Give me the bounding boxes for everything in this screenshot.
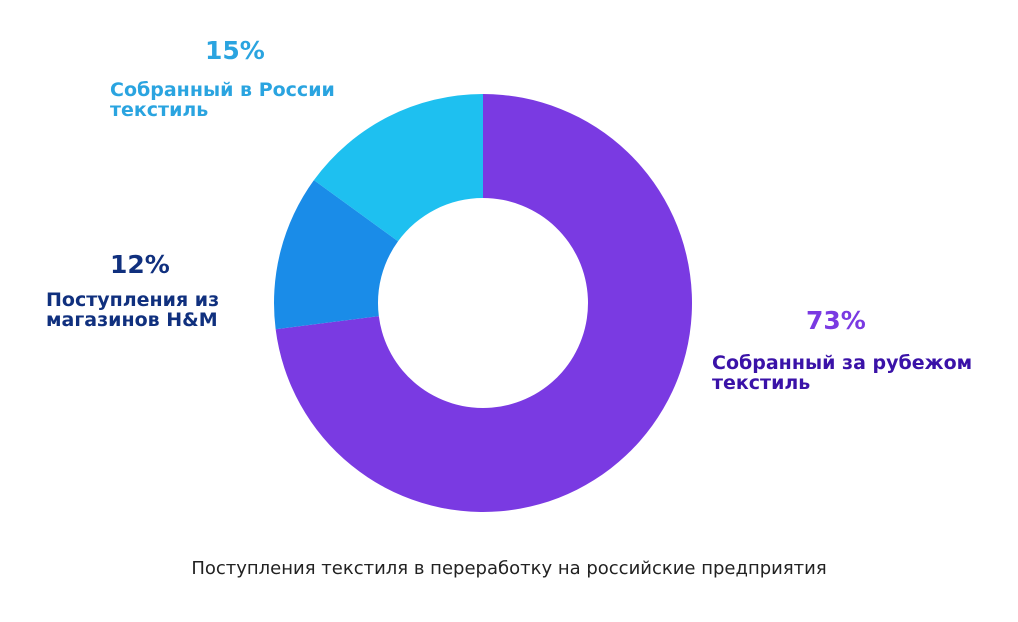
- slice-hm: [274, 180, 399, 330]
- slice-abroad: [275, 94, 693, 512]
- value-label-abroad: 73%: [806, 306, 866, 335]
- value-label-russia: 15%: [205, 36, 265, 65]
- slice-label-hm: Поступления из магазинов H&M: [46, 289, 220, 331]
- slice-label-russia: Собранный в России текстиль: [110, 79, 335, 121]
- slice-label-abroad: Собранный за рубежом текстиль: [712, 352, 973, 394]
- slice-russia: [313, 93, 483, 242]
- chart-caption: Поступления текстиля в переработку на ро…: [191, 558, 827, 579]
- value-label-hm: 12%: [110, 250, 170, 279]
